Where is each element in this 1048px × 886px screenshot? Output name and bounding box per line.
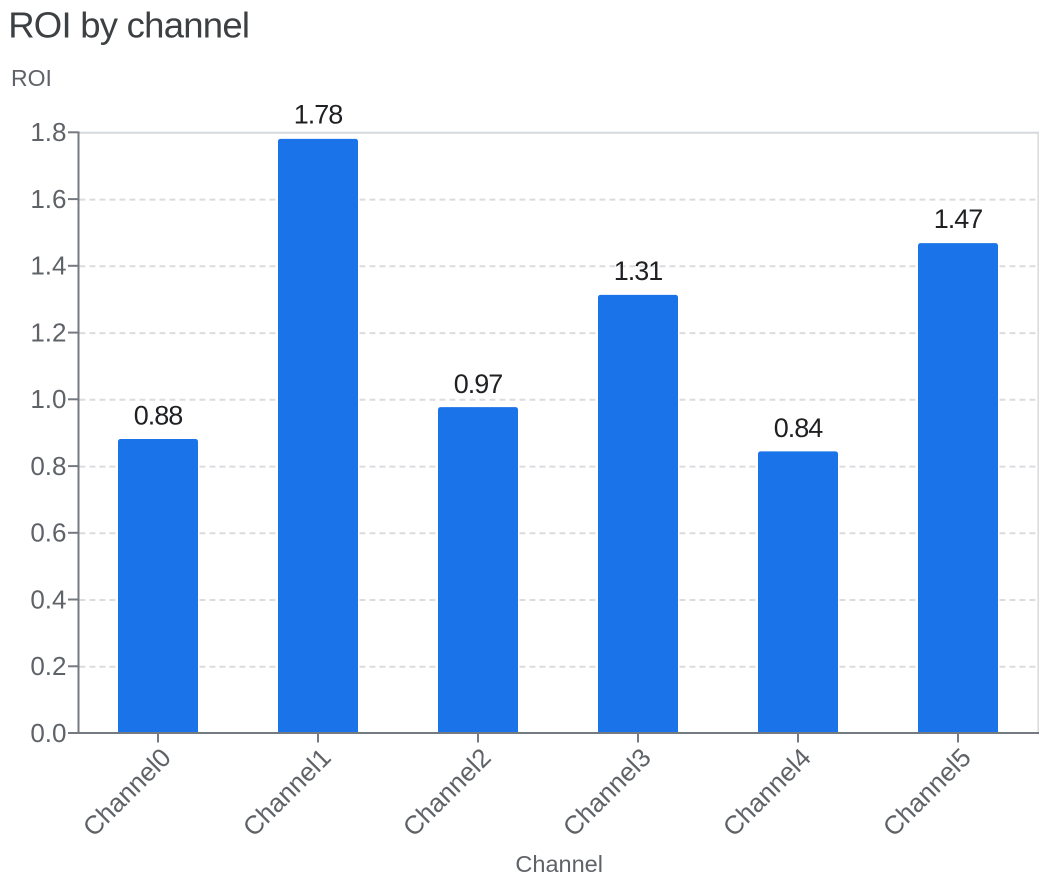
svg-text:ROI by channel: ROI by channel [8,5,249,46]
svg-text:1.0: 1.0 [30,384,66,414]
svg-text:1.31: 1.31 [614,256,663,286]
svg-text:0.0: 0.0 [30,718,66,748]
svg-text:1.2: 1.2 [30,317,66,347]
svg-text:0.6: 0.6 [30,518,66,548]
svg-text:0.2: 0.2 [30,651,66,681]
svg-text:0.8: 0.8 [30,451,66,481]
svg-text:1.8: 1.8 [30,117,66,147]
svg-text:0.84: 0.84 [774,413,824,443]
svg-text:1.78: 1.78 [294,100,343,130]
svg-text:1.4: 1.4 [30,251,66,281]
svg-text:0.88: 0.88 [134,401,183,431]
svg-text:Channel: Channel [515,851,603,877]
svg-text:0.4: 0.4 [30,584,66,614]
svg-text:ROI: ROI [11,65,52,91]
svg-text:0.97: 0.97 [454,369,503,399]
svg-text:1.6: 1.6 [30,184,66,214]
svg-text:1.47: 1.47 [934,204,983,234]
